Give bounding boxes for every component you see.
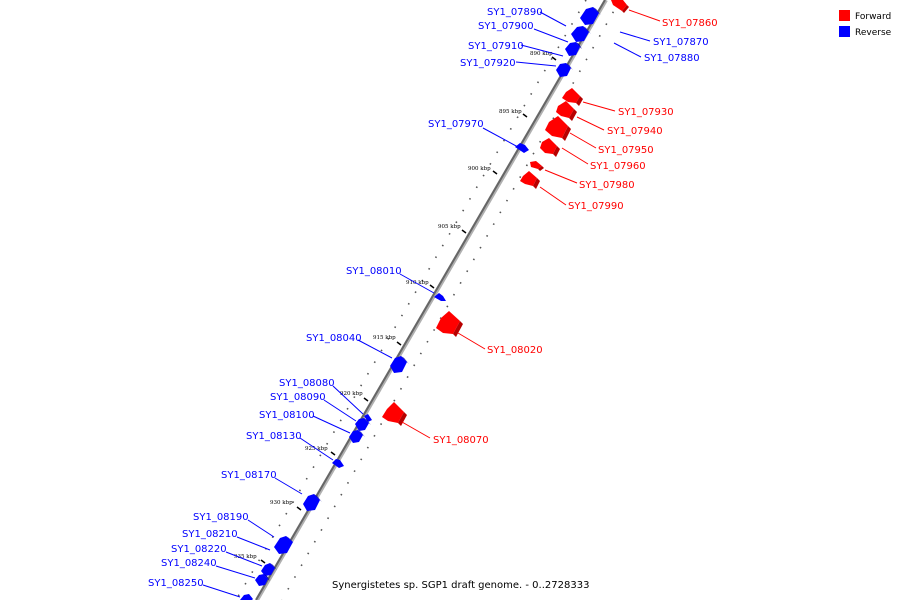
- tick-mark: [260, 559, 266, 564]
- scale-ticks: [260, 56, 557, 564]
- reverse-gene[interactable]: SY1_07880: [613, 42, 700, 64]
- forward-gene[interactable]: SY1_08070: [382, 402, 489, 446]
- gene-label: SY1_07940: [607, 126, 663, 137]
- tick-label: 905 kbp: [438, 224, 461, 230]
- tick-label: 900 kbp: [468, 166, 491, 172]
- reverse-gene[interactable]: SY1_07900: [478, 21, 591, 43]
- forward-gene[interactable]: SY1_07990: [520, 171, 624, 212]
- reverse-gene[interactable]: SY1_08190: [193, 512, 295, 554]
- gene-label: SY1_08100: [259, 410, 315, 421]
- tick-label: 895 kbp: [499, 109, 522, 115]
- tick-label: 935 kbp: [234, 554, 257, 560]
- reverse-genes: SY1_07890 SY1_07900 SY1_07910 SY1_07920 …: [148, 7, 709, 600]
- reverse-gene[interactable]: SY1_07920: [460, 58, 573, 77]
- gene-label: SY1_07980: [579, 180, 635, 191]
- reverse-gene[interactable]: SY1_08080: [279, 378, 372, 422]
- gene-label: SY1_08130: [246, 431, 302, 442]
- tick-mark: [396, 341, 402, 346]
- reverse-gene[interactable]: SY1_08210: [182, 529, 271, 551]
- reverse-gene[interactable]: SY1_08170: [221, 470, 322, 511]
- tick-mark: [363, 397, 369, 402]
- legend-reverse-label: Reverse: [855, 28, 892, 38]
- tick-labels: 890 kbp 895 kbp 900 kbp 905 kbp 910 kbp …: [234, 51, 553, 560]
- gene-label: SY1_08170: [221, 470, 277, 481]
- reverse-gene[interactable]: SY1_07870: [619, 31, 709, 48]
- gene-label: SY1_07920: [460, 58, 516, 69]
- gene-label: SY1_08020: [487, 345, 543, 356]
- legend: Forward Reverse: [839, 10, 892, 38]
- tick-label: 915 kbp: [373, 335, 396, 341]
- reverse-gene[interactable]: SY1_08250: [148, 578, 253, 600]
- reverse-gene[interactable]: SY1_08220: [171, 544, 277, 576]
- gene-label: SY1_08190: [193, 512, 249, 523]
- gene-label: SY1_07870: [653, 37, 709, 48]
- gene-label: SY1_08080: [279, 378, 335, 389]
- legend-forward-swatch: [839, 10, 850, 21]
- forward-gene[interactable]: SY1_07950: [545, 116, 654, 156]
- genome-caption: Synergistetes sp. SGP1 draft genome. - 0…: [332, 580, 589, 591]
- gene-label: SY1_08070: [433, 435, 489, 446]
- legend-reverse-swatch: [839, 26, 850, 37]
- gene-label: SY1_07880: [644, 53, 700, 64]
- gene-label: SY1_08010: [346, 266, 402, 277]
- forward-gene[interactable]: SY1_07960: [540, 138, 646, 172]
- reverse-gene[interactable]: SY1_08040: [306, 333, 409, 373]
- reverse-gene[interactable]: SY1_08130: [246, 431, 344, 468]
- reverse-gene[interactable]: SY1_08010: [346, 266, 446, 301]
- tick-label: 910 kbp: [406, 280, 429, 286]
- forward-gene[interactable]: SY1_07980: [530, 161, 635, 191]
- gene-label: SY1_08240: [161, 558, 217, 569]
- tick-mark: [461, 229, 467, 234]
- forward-genes: SY1_07860 SY1_07930 SY1_07940 SY1_07950: [382, 0, 718, 446]
- reverse-gene[interactable]: SY1_07910: [468, 41, 582, 57]
- reverse-gene[interactable]: SY1_08090: [270, 392, 371, 431]
- reverse-gene[interactable]: SY1_08100: [259, 410, 365, 443]
- gene-label: SY1_07970: [428, 119, 484, 130]
- tick-label: 890 kbp: [530, 51, 553, 57]
- gene-label: SY1_08220: [171, 544, 227, 555]
- tick-mark: [492, 170, 498, 175]
- gene-label: SY1_08040: [306, 333, 362, 344]
- reverse-gene[interactable]: SY1_08240: [161, 558, 270, 586]
- tick-mark: [296, 506, 302, 511]
- gene-label: SY1_07860: [662, 18, 718, 29]
- gene-label: SY1_07900: [478, 21, 534, 32]
- tick-label: 920 kbp: [340, 391, 363, 397]
- tick-mark: [522, 113, 528, 118]
- forward-gene[interactable]: SY1_07940: [556, 101, 663, 137]
- reverse-gene[interactable]: SY1_07970: [428, 119, 529, 153]
- gene-label: SY1_08090: [270, 392, 326, 403]
- gene-label: SY1_07960: [590, 161, 646, 172]
- gene-label: SY1_07910: [468, 41, 524, 52]
- forward-gene[interactable]: SY1_07930: [562, 88, 674, 118]
- tick-mark: [551, 56, 557, 61]
- gene-label: SY1_08210: [182, 529, 238, 540]
- gene-label: SY1_07930: [618, 107, 674, 118]
- tick-mark: [429, 284, 435, 289]
- forward-gene[interactable]: SY1_08020: [436, 311, 543, 356]
- forward-gene[interactable]: SY1_07860: [611, 0, 718, 29]
- gene-label: SY1_07990: [568, 201, 624, 212]
- tick-label: 930 kbp: [270, 500, 293, 506]
- gene-label: SY1_07890: [487, 7, 543, 18]
- gene-label: SY1_07950: [598, 145, 654, 156]
- guide-track-left: [235, 0, 587, 600]
- legend-forward-label: Forward: [855, 12, 891, 22]
- reverse-gene[interactable]: SY1_07890: [487, 7, 601, 27]
- tick-mark: [330, 451, 336, 456]
- gene-label: SY1_08250: [148, 578, 204, 589]
